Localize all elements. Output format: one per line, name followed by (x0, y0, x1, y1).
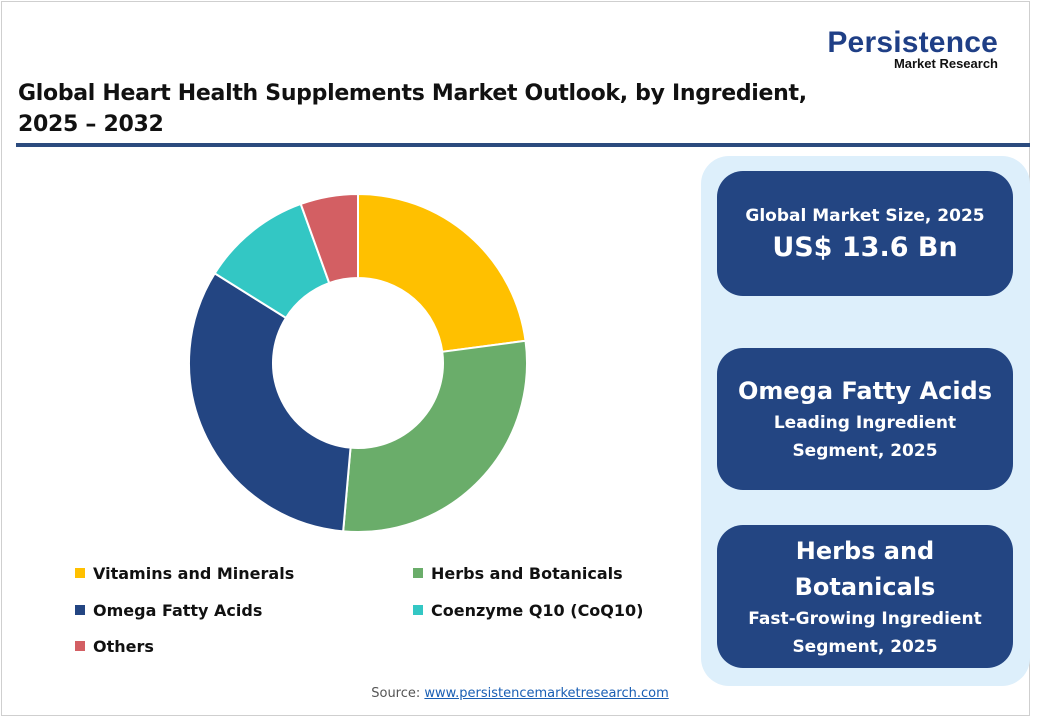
legend-label: Others (93, 636, 154, 656)
source-link[interactable]: www.persistencemarketresearch.com (424, 686, 669, 701)
title-line-2: 2025 – 2032 (18, 112, 164, 137)
legend-swatch-others (75, 641, 85, 651)
source-note: Source: www.persistencemarketresearch.co… (0, 686, 1040, 701)
logo-subtitle: Market Research (893, 56, 998, 71)
fastest-segment-line1: Fast-Growing Ingredient (748, 608, 982, 629)
fastest-segment-title-1: Herbs and (795, 536, 935, 565)
legend-item-herbs: Herbs and Botanicals (413, 562, 623, 584)
donut-slice-others (299, 192, 359, 285)
market-size-label: Global Market Size, 2025 (745, 205, 985, 226)
fastest-segment-card: Herbs and Botanicals Fast-Growing Ingred… (717, 525, 1013, 668)
legend-item-others: Others (75, 635, 154, 657)
legend-item-coq10: Coenzyme Q10 (CoQ10) (413, 599, 643, 621)
legend-swatch-vitamins (75, 568, 85, 578)
title-line-1: Global Heart Health Supplements Market O… (18, 81, 807, 106)
source-label: Source: (371, 686, 425, 701)
legend-label: Coenzyme Q10 (CoQ10) (431, 600, 644, 620)
logo-wordmark: Persistence (827, 26, 998, 59)
donut-slice-vitamins (357, 192, 527, 353)
legend-label: Vitamins and Minerals (93, 563, 295, 583)
legend-item-omega: Omega Fatty Acids (75, 599, 262, 621)
legend-label: Herbs and Botanicals (431, 563, 623, 583)
fastest-segment-line2: Segment, 2025 (792, 636, 938, 657)
legend-item-vitamins: Vitamins and Minerals (75, 562, 294, 584)
chart-legend: Vitamins and Minerals Herbs and Botanica… (75, 562, 675, 662)
leading-segment-card: Omega Fatty Acids Leading Ingredient Seg… (717, 348, 1013, 490)
title-underline (16, 143, 1030, 147)
leading-segment-line1: Leading Ingredient (773, 413, 957, 433)
market-size-value: US$ 13.6 Bn (772, 231, 958, 263)
legend-label: Omega Fatty Acids (93, 600, 263, 620)
legend-swatch-omega (75, 605, 85, 615)
persistence-logo: Persistence Market Research (798, 26, 998, 71)
chart-title: Global Heart Health Supplements Market O… (18, 78, 918, 140)
market-size-card: Global Market Size, 2025 US$ 13.6 Bn (717, 171, 1013, 296)
donut-slice-omega (188, 271, 352, 533)
legend-swatch-coq10 (413, 605, 423, 615)
donut-slice-herbs (342, 339, 528, 533)
leading-segment-title: Omega Fatty Acids (737, 377, 993, 405)
legend-swatch-herbs (413, 568, 423, 578)
leading-segment-line2: Segment, 2025 (792, 441, 938, 461)
donut-chart (188, 192, 528, 533)
fastest-segment-title-2: Botanicals (794, 572, 936, 601)
